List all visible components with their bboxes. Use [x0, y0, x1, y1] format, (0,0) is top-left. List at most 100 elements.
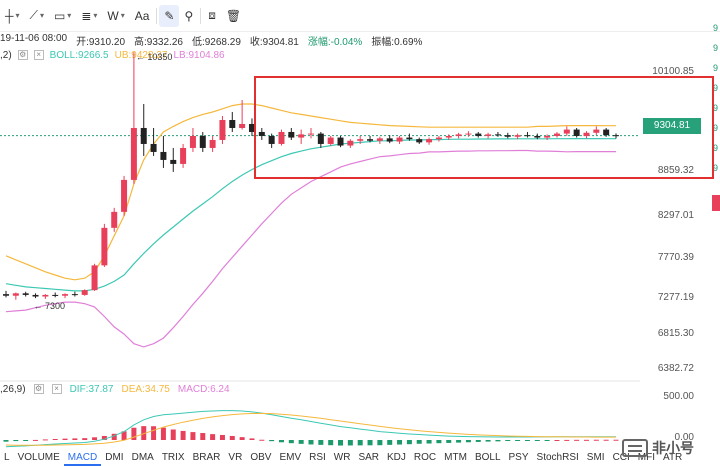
candle-body	[140, 127, 147, 144]
candle-body	[3, 294, 9, 296]
candle-body	[180, 147, 187, 164]
macd-histogram-bar	[495, 440, 501, 442]
watermark: 非小号	[622, 436, 694, 460]
candle-body	[101, 227, 108, 266]
tab-wr[interactable]: WR	[333, 452, 351, 463]
macd-settings-icon[interactable]: ⚙	[33, 384, 44, 394]
price-axis-label: 8859.32	[657, 165, 694, 177]
tab-obv[interactable]: OBV	[250, 452, 272, 463]
macd-hist-value: MACD:6.24	[177, 383, 230, 395]
tab-atr[interactable]: ATR	[663, 452, 683, 463]
tab-sar[interactable]: SAR	[358, 452, 380, 463]
tab-smi[interactable]: SMI	[586, 452, 605, 463]
candle-body	[52, 294, 59, 296]
boll-close-icon[interactable]: ×	[33, 50, 44, 60]
macd-histogram-bar	[475, 440, 481, 442]
candle-body	[121, 179, 128, 212]
text-glyph: Aa	[134, 8, 150, 23]
boll-settings-icon[interactable]: ⚙	[17, 50, 28, 60]
trash-glyph: 🗑	[225, 8, 242, 23]
change-value: 涨幅:-0.04%	[307, 37, 363, 48]
macd-histogram-bar	[259, 439, 265, 441]
rectangle-glyph: ▭	[53, 8, 66, 23]
candle-body	[32, 294, 39, 297]
macd-axis-zero: 0.00	[674, 432, 694, 443]
macd-dif-line	[5, 410, 616, 448]
boll-param: ,2)	[0, 49, 12, 61]
macd-close-icon[interactable]: ×	[51, 384, 62, 394]
macd-histogram-bar	[33, 439, 39, 441]
tab-macd[interactable]: MACD	[63, 452, 102, 466]
amplitude-value: 振幅:0.69%	[371, 37, 423, 48]
fibonacci-tool-icon[interactable]: ≣ ▾	[76, 5, 102, 27]
tab-trix[interactable]: TRIX	[161, 452, 185, 463]
macd-histogram-bar	[62, 438, 68, 440]
macd-histogram-bar	[190, 432, 196, 440]
macd-histogram-bar	[200, 433, 206, 440]
tab-volume[interactable]: VOLUME	[17, 452, 60, 463]
magnet-tool-icon[interactable]: ⚲	[179, 5, 198, 27]
macd-histogram-bar	[180, 430, 186, 440]
tab-mtm[interactable]: MTM	[444, 452, 467, 463]
boll-mid-value: BOLL:9266.5	[49, 49, 109, 61]
chevron-down-icon: ▾	[67, 11, 72, 20]
candle-body	[209, 139, 216, 148]
tab-boll[interactable]: BOLL	[474, 452, 501, 463]
chevron-down-icon: ▾	[39, 11, 44, 20]
pattern-glyph: W	[107, 8, 119, 23]
tab-kdj[interactable]: KDJ	[387, 452, 406, 463]
macd-histogram-bar	[42, 439, 48, 441]
tab-rsi[interactable]: RSI	[309, 452, 326, 463]
rectangle-tool-icon[interactable]: ▭ ▾	[49, 5, 76, 27]
tab-vr[interactable]: VR	[228, 452, 243, 463]
macd-histogram-bar	[82, 438, 88, 440]
tab-emv[interactable]: EMV	[279, 452, 302, 463]
brush-tool-icon[interactable]: ✎	[159, 4, 180, 27]
candle-body	[22, 293, 29, 295]
macd-histogram-bar	[603, 439, 609, 441]
tab-l[interactable]: L	[4, 452, 10, 463]
candle-body	[150, 143, 157, 152]
macd-histogram-bar	[377, 440, 383, 446]
watermark-text: 非小号	[652, 440, 694, 456]
tab-psy[interactable]: PSY	[508, 452, 529, 463]
macd-histogram-bar	[52, 438, 58, 440]
lock-tool-icon[interactable]: ⧈	[203, 5, 221, 27]
annotation-highlight-box	[254, 76, 714, 179]
chevron-down-icon: ▾	[120, 11, 125, 20]
macd-histogram-bar	[583, 439, 589, 441]
tab-brar[interactable]: BRAR	[192, 452, 221, 463]
macd-histogram-bar	[219, 434, 225, 440]
tab-dma[interactable]: DMA	[131, 452, 154, 463]
candle-body	[160, 151, 167, 160]
macd-histogram-bar	[121, 431, 127, 440]
macd-histogram-bar	[111, 433, 117, 440]
tab-stochrsi[interactable]: StochRSI	[536, 452, 579, 463]
macd-histogram-bar	[23, 440, 29, 441]
macd-legend: ,26,9) ⚙ × DIF:37.87 DEA:34.75 MACD:6.24	[0, 382, 230, 396]
price-axis-label: 7277.19	[657, 291, 694, 303]
macd-histogram-bar	[160, 427, 166, 440]
tab-mfi[interactable]: MFI	[637, 452, 656, 463]
boll-lower-band	[5, 149, 616, 348]
macd-dea-line	[5, 412, 616, 446]
macd-histogram-bar	[485, 440, 491, 442]
text-tool-icon[interactable]: Aa	[130, 5, 155, 27]
macd-histogram-bar	[534, 440, 540, 441]
macd-histogram-bar	[357, 440, 363, 446]
tab-dmi[interactable]: DMI	[105, 452, 124, 463]
crosshair-tool-icon[interactable]: ┼ ▾	[0, 5, 25, 27]
indicator-tabs: L VOLUME MACD DMI DMA TRIX BRAR VR OBV EMV RSI WR SA…	[0, 452, 682, 466]
tab-roc[interactable]: ROC	[413, 452, 437, 463]
macd-histogram-bar	[436, 440, 442, 444]
trash-tool-icon[interactable]: 🗑	[221, 5, 246, 27]
crosshair-glyph: ┼	[5, 8, 14, 23]
candle-body	[91, 265, 98, 291]
pattern-tool-icon[interactable]: W ▾	[102, 5, 129, 27]
macd-histogram-bar	[554, 440, 560, 441]
candle-body	[239, 123, 246, 128]
macd-histogram-bar	[72, 438, 78, 440]
tab-cci[interactable]: CCI	[612, 452, 630, 463]
trendline-tool-icon[interactable]: ⟋ ▾	[25, 5, 49, 27]
